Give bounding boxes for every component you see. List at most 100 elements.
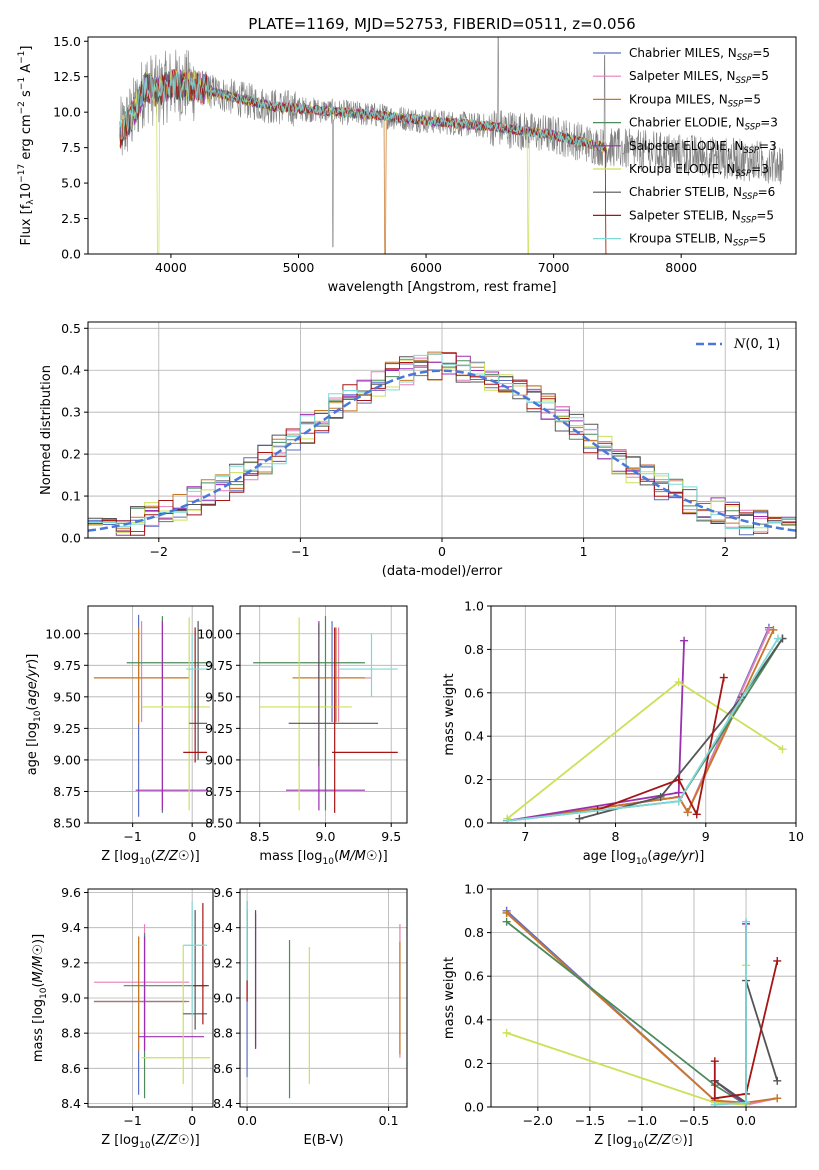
series-line [507, 640, 685, 822]
panel-age-vs-Z: −1 0 8.50 8.75 9.00 9.25 9.50 9.75 10.00 Z [log10… [25, 605, 214, 867]
x-tick-label: 0 [438, 544, 446, 559]
errorbar-kroupa-elodie [259, 617, 352, 811]
plot-area [93, 901, 211, 1099]
x-tick-label: 1 [580, 544, 588, 559]
errorbar-chabrier-stelib [189, 621, 208, 760]
y-tick-label: 8.75 [205, 784, 233, 799]
plot-area [246, 901, 401, 1099]
data-point-marker [502, 908, 511, 917]
legend-label: Chabrier ELODIE, NSSP=3 [629, 116, 778, 133]
series-line [714, 921, 747, 1106]
errorbar-salpeter-stelib [192, 903, 209, 1025]
series-line [597, 677, 725, 817]
y-tick-label: 1.0 [464, 599, 484, 614]
data-point-marker [742, 917, 751, 926]
y-tick-label: 9.0 [213, 991, 233, 1006]
legend-label: Kroupa MILES, NSSP=5 [629, 92, 761, 109]
errorbar-salpeter-miles [93, 924, 190, 1042]
data-point-marker [683, 808, 692, 817]
errorbar-chabrier-stelib [288, 623, 379, 767]
axes-frame [490, 888, 797, 1108]
errorbar-kroupa-miles [93, 936, 190, 1051]
x-axis-label: (data-model)/error [382, 564, 503, 579]
y-tick-label: 10.00 [197, 626, 233, 641]
panel-residuals: −2 −1 0 1 2 0.0 0.1 0.2 0.3 0.4 0.5 N(0, 1) (data-mo… [39, 321, 797, 579]
x-tick-label: 4000 [155, 260, 187, 275]
x-tick-label: 7 [521, 829, 529, 844]
panel-mass-vs-Z: −1 0 8.4 8.6 8.8 9.0 9.2 9.4 9.6 Z [log10(Z/Z☉)] m… [31, 885, 214, 1151]
y-tick-label: 0.0 [464, 816, 484, 831]
y-tick-label: 8.50 [53, 816, 81, 831]
y-tick-label: 9.75 [53, 658, 81, 673]
y-axis-label: mass [log10(M/M☉)] [31, 934, 49, 1062]
y-tick-label: 0.2 [464, 1056, 484, 1071]
x-axis-label: Z [log10(Z/Z☉)] [101, 849, 199, 867]
y-tick-label: 0.1 [61, 489, 81, 504]
x-tick-label: 0.0 [237, 1113, 257, 1128]
x-axis-label: wavelength [Angstrom, rest frame] [328, 280, 557, 295]
axes-frame [87, 888, 214, 1108]
series-line [506, 920, 747, 1106]
series-kroupa-miles [503, 625, 778, 823]
y-tick-label: 0.0 [464, 1100, 484, 1115]
x-tick-label: 9 [702, 829, 710, 844]
y-tick-label: 8.50 [205, 816, 233, 831]
y-tick-label: 8.4 [213, 1096, 233, 1111]
x-tick-label: −2.0 [523, 1113, 553, 1128]
x-tick-label: 0.0 [736, 1113, 756, 1128]
y-tick-label: 0.6 [464, 969, 484, 984]
y-tick-label: 0.4 [464, 729, 484, 744]
y-tick-label: 0.2 [464, 772, 484, 787]
errorbar-salpeter-elodie [135, 621, 208, 811]
y-axis-label: mass weight [442, 673, 457, 755]
errorbar-salpeter-miles [299, 627, 372, 723]
y-axis-label: age [log10(age/yr)] [25, 654, 43, 776]
y-tick-label: 5.0 [61, 176, 81, 191]
y-tick-label: 0.0 [61, 531, 81, 546]
y-tick-label: 0.8 [464, 925, 484, 940]
y-tick-label: 9.4 [213, 920, 233, 935]
series-chabrier-elodie [503, 634, 787, 823]
data-point-marker [710, 1057, 719, 1066]
data-point-marker [502, 917, 511, 926]
y-tick-label: 9.25 [205, 721, 233, 736]
series-line [507, 629, 770, 822]
model-spectrum-kroupa-stelib [119, 71, 607, 152]
data-point-marker [674, 775, 683, 784]
panel-mass-vs-ebv: 0.0 0.1 8.4 8.6 8.8 9.0 9.2 9.4 9.6 E(B-V) [213, 885, 408, 1148]
errorbar-kroupa-miles [93, 627, 190, 725]
y-tick-label: 15.0 [53, 34, 81, 49]
y-tick-label: 8.4 [61, 1096, 81, 1111]
errorbar-chabrier-elodie [253, 616, 365, 811]
y-tick-label: 7.5 [61, 140, 81, 155]
errorbar-salpeter-stelib [183, 627, 208, 763]
series-chabrier-miles [502, 906, 751, 1107]
normal-reference-curve [88, 369, 796, 532]
axes-frame [239, 605, 408, 824]
x-tick-label: 2 [721, 544, 729, 559]
legend-label: Kroupa ELODIE, NSSP=3 [629, 162, 769, 179]
y-tick-label: 9.6 [61, 885, 81, 900]
data-point-marker [575, 814, 584, 823]
x-tick-label: 6000 [410, 260, 442, 275]
data-point-marker [674, 788, 683, 797]
x-tick-label: −0.5 [679, 1113, 709, 1128]
x-axis-label: Z [log10(Z/Z☉)] [594, 1133, 692, 1151]
x-tick-label: 8 [612, 829, 620, 844]
x-tick-label: −1 [123, 829, 141, 844]
data-point-marker [692, 810, 701, 819]
y-tick-label: 12.5 [53, 69, 81, 84]
series-kroupa-stelib [710, 917, 751, 1107]
panel-massweight-vs-age: 7 8 9 10 0.0 0.2 0.4 0.6 0.8 1.0 age [log10(age/yr… [442, 599, 804, 868]
plot-area [88, 351, 796, 538]
legend-label: Kroupa STELIB, NSSP=5 [629, 232, 766, 249]
y-tick-label: 2.5 [61, 211, 81, 226]
panel-massweight-vs-Z: −2.0 −1.5 −1.0 −0.5 0.0 0.0 0.2 0.4 0.6 0.8 1.0 Z [… [442, 882, 797, 1151]
series-line [713, 960, 779, 1100]
x-tick-label: −1.5 [575, 1113, 605, 1128]
y-tick-label: 0.8 [464, 642, 484, 657]
errorbar-kroupa-miles [292, 627, 365, 723]
data-point-marker [674, 677, 683, 686]
data-point-marker [719, 673, 728, 682]
